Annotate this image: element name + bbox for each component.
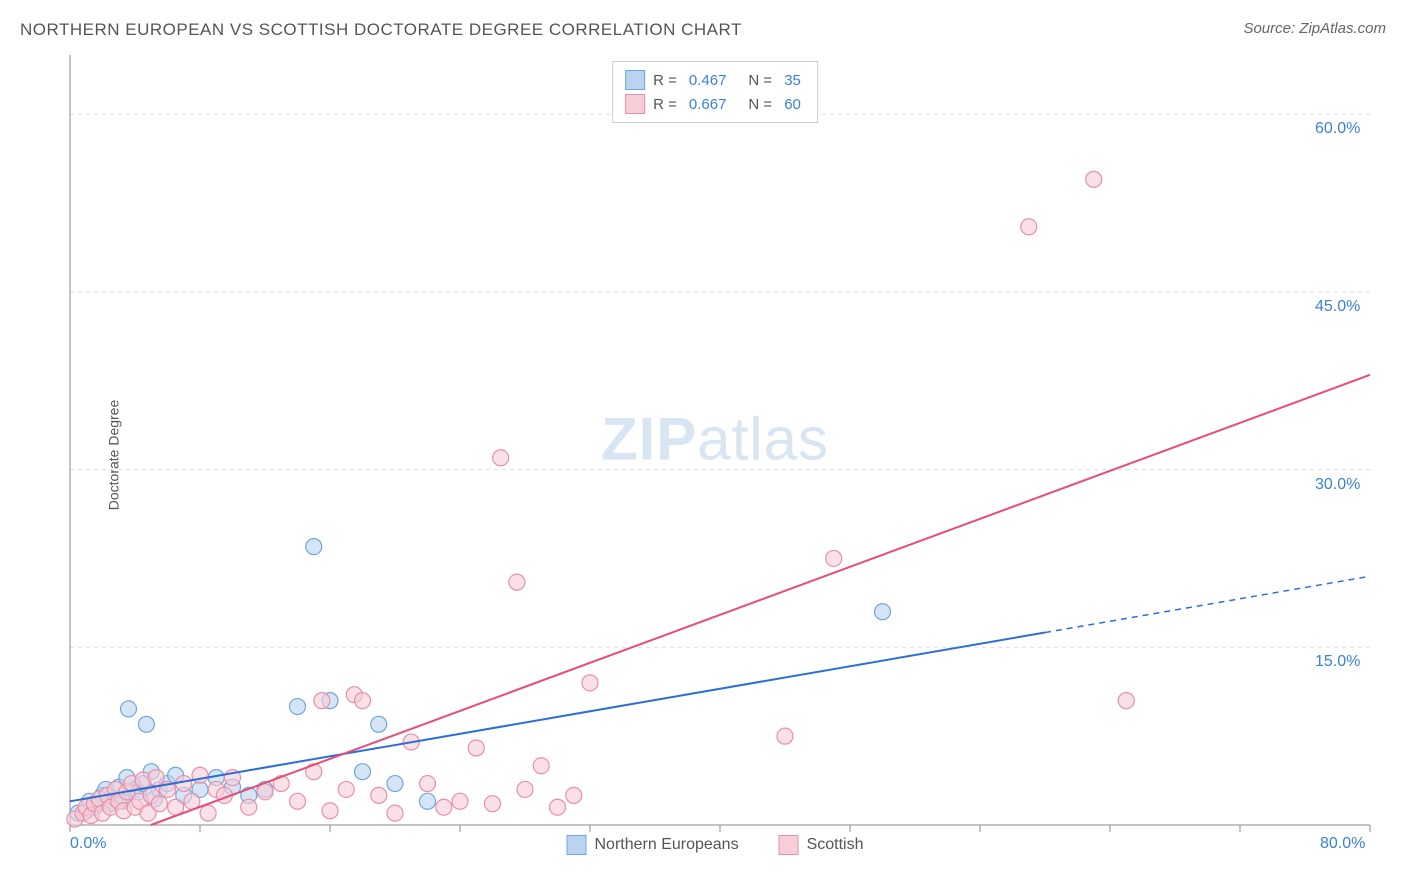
- chart-title: NORTHERN EUROPEAN VS SCOTTISH DOCTORATE …: [20, 20, 742, 40]
- scatter-plot: [50, 55, 1380, 855]
- correlation-legend-row: R = 0.667 N = 60: [625, 92, 805, 116]
- series-legend-item: Northern Europeans: [566, 835, 738, 855]
- source-attribution: Source: ZipAtlas.com: [1243, 20, 1386, 37]
- x-max-label: 80.0%: [1320, 835, 1365, 853]
- chart-area: Doctorate Degree ZIPatlas R =0.467N =35R…: [50, 55, 1380, 855]
- legend-swatch: [779, 835, 799, 855]
- legend-swatch: [566, 835, 586, 855]
- correlation-legend: R = 0.467 N = 35 R = 0.667 N = 60: [612, 61, 818, 123]
- n-label: N =: [748, 72, 772, 89]
- y-tick-label: 60.0%: [1315, 120, 1360, 138]
- legend-swatch: [625, 70, 645, 90]
- y-tick-label: 30.0%: [1315, 476, 1360, 494]
- legend-swatch: [625, 94, 645, 114]
- r-value: 0.667: [689, 96, 727, 113]
- series-legend: Northern Europeans Scottish: [566, 835, 863, 855]
- n-value: 60: [784, 96, 801, 113]
- series-name: Northern Europeans: [594, 836, 738, 854]
- series-legend-item: Scottish: [779, 835, 864, 855]
- correlation-legend-row: R = 0.467 N = 35: [625, 68, 805, 92]
- series-name: Scottish: [807, 836, 864, 854]
- y-tick-label: 45.0%: [1315, 298, 1360, 316]
- x-min-label: 0.0%: [70, 835, 106, 853]
- r-label: R =: [653, 96, 677, 113]
- y-tick-label: 15.0%: [1315, 653, 1360, 671]
- r-label: R =: [653, 72, 677, 89]
- n-value: 35: [784, 72, 801, 89]
- n-label: N =: [748, 96, 772, 113]
- r-value: 0.467: [689, 72, 727, 89]
